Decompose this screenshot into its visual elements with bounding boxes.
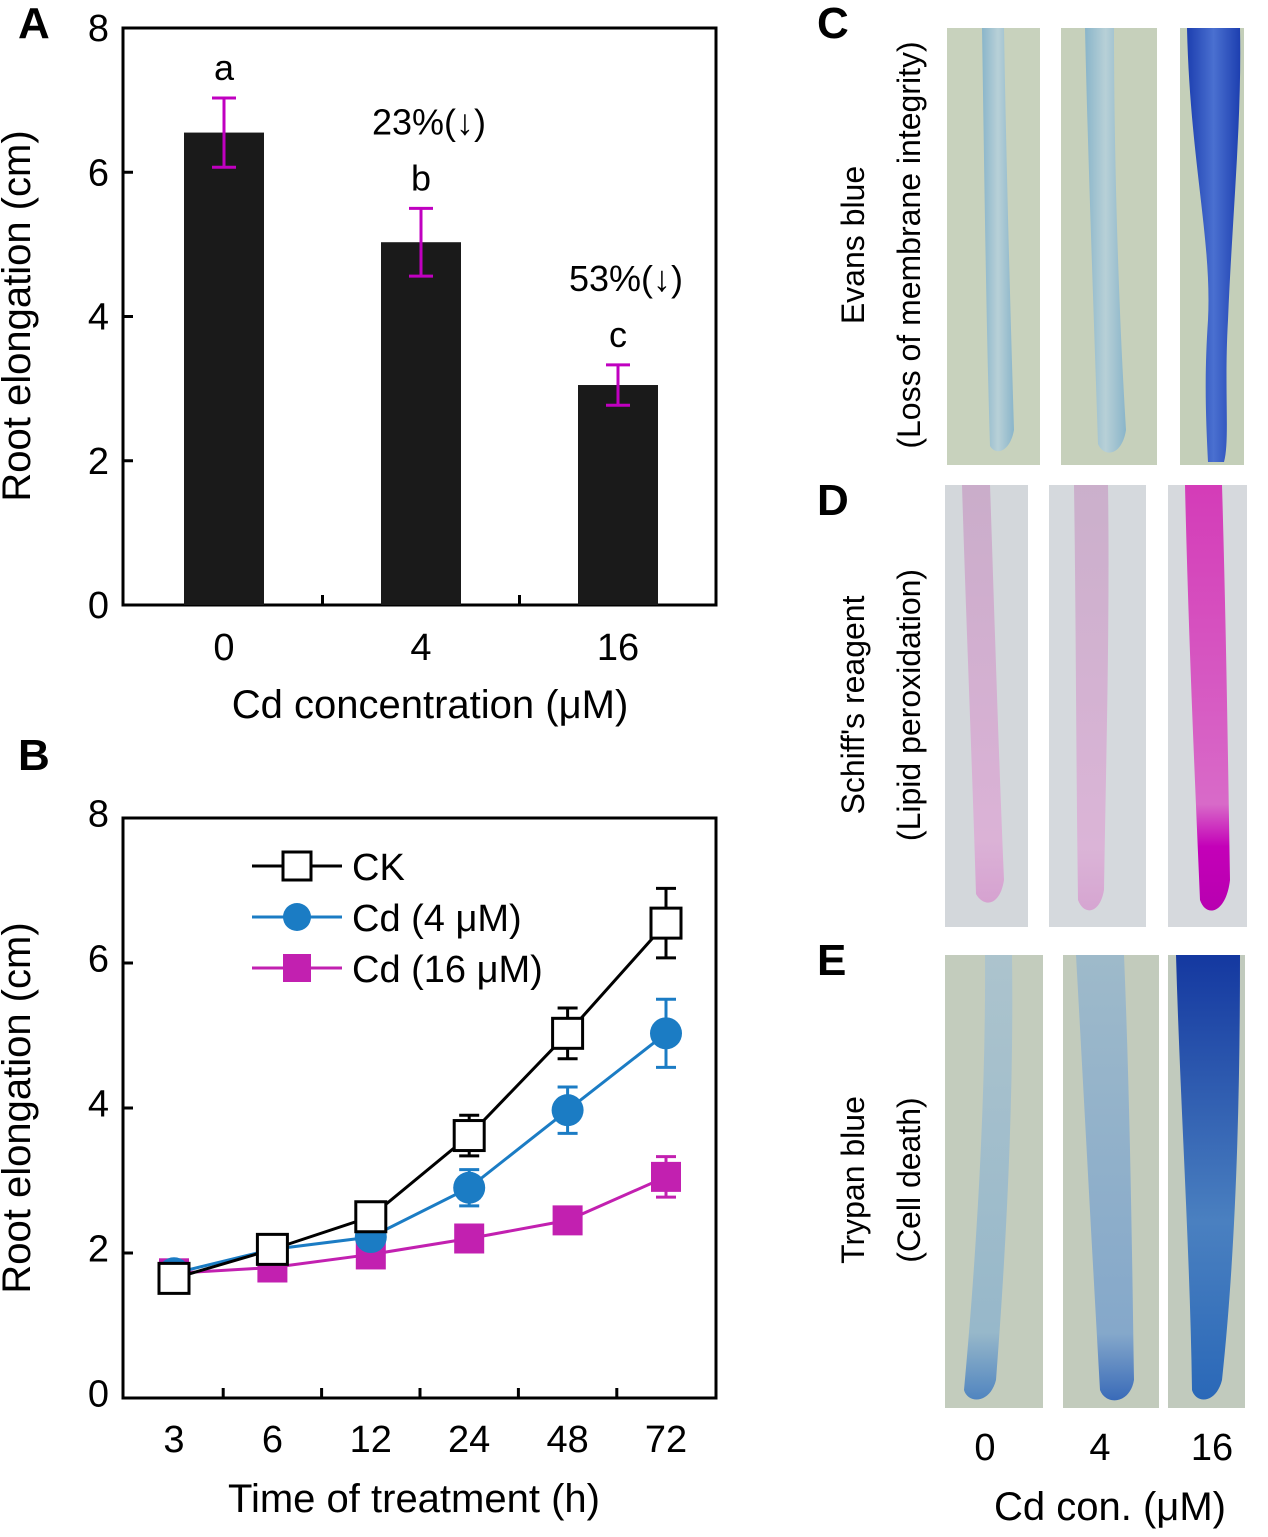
bar <box>381 242 461 605</box>
y-axis-b: 0 2 4 6 8 <box>88 794 133 1416</box>
legend-label-cd4: Cd (4 μM) <box>352 898 522 940</box>
y-tick-label-a: 2 <box>88 441 109 483</box>
x-tick-label-a: 0 <box>213 627 234 669</box>
data-point <box>551 1094 584 1127</box>
bars-a: a b 23%(↓) c 53%(↓) <box>184 47 683 606</box>
label-c-line1: Evans blue <box>835 166 871 324</box>
micrograph-d-4 <box>1049 485 1146 927</box>
xlabel-b: Time of treatment (h) <box>228 1477 600 1521</box>
y-tick-label-a: 4 <box>88 297 109 339</box>
error-bar <box>212 96 236 169</box>
panel-letter-e: E <box>817 936 846 985</box>
panel-letter-b: B <box>18 731 50 780</box>
micrograph-x-axis: 0 4 16 Cd con. (μM) <box>974 1427 1233 1529</box>
micrograph-xlabel: Cd con. (μM) <box>994 1485 1226 1529</box>
micrograph-x-label-4: 4 <box>1089 1427 1110 1469</box>
data-point <box>552 1205 583 1236</box>
ylabel-a: Root elongation (cm) <box>0 130 39 501</box>
legend-marker-ck <box>281 850 313 882</box>
xlabel-a: Cd concentration (μM) <box>232 683 629 727</box>
panel-e: E Trypan blue (Cell death) <box>817 936 1245 1408</box>
legend-label-cd16: Cd (16 μM) <box>352 949 543 991</box>
data-point <box>651 1161 681 1192</box>
micrograph-c-16 <box>1180 28 1244 465</box>
micrograph-e-0 <box>945 955 1043 1408</box>
label-c-line2: (Loss of membrane integrity) <box>891 41 927 448</box>
micrograph-x-label-0: 0 <box>974 1427 995 1469</box>
y-tick-label-b: 8 <box>88 794 109 836</box>
micrograph-e-16 <box>1168 955 1245 1408</box>
micrograph-d-0 <box>945 485 1028 927</box>
y-tick-label-b: 6 <box>88 939 109 981</box>
y-tick-label-b: 2 <box>88 1229 109 1271</box>
panel-a: A 0 2 4 6 8 0 4 16 a b 23%(↓) c 53%(↓) Root elonga… <box>0 0 718 727</box>
y-axis-a: 0 2 4 6 8 <box>88 8 133 627</box>
label-d-line1: Schiff's reagent <box>835 595 871 814</box>
data-point <box>255 1232 289 1266</box>
series-b <box>157 888 683 1295</box>
x-tick-label-b: 48 <box>546 1419 588 1461</box>
panel-d: D Schiff's reagent (Lipid peroxidation) <box>817 476 1247 927</box>
data-point <box>649 906 683 940</box>
data-point <box>354 1200 388 1234</box>
data-point <box>157 1261 191 1295</box>
x-tick-label-b: 72 <box>645 1419 687 1461</box>
legend-label-ck: CK <box>352 847 405 889</box>
y-tick-label-b: 0 <box>88 1374 109 1416</box>
x-tick-label-b: 12 <box>350 1419 392 1461</box>
micrograph-d-16 <box>1168 485 1247 927</box>
y-tick-label-a: 8 <box>88 8 109 50</box>
percent-reduction-label: 53%(↓) <box>569 258 683 299</box>
panel-letter-c: C <box>817 0 849 48</box>
y-tick-label-a: 0 <box>88 585 109 627</box>
percent-reduction-label: 23%(↓) <box>372 101 486 142</box>
significance-letter: a <box>214 47 235 88</box>
x-tick-label-b: 6 <box>262 1419 283 1461</box>
micrograph-x-label-16: 16 <box>1191 1427 1233 1469</box>
panel-letter-a: A <box>18 0 50 48</box>
data-point <box>453 1171 486 1204</box>
x-tick-label-b: 3 <box>163 1419 184 1461</box>
label-d-line2: (Lipid peroxidation) <box>891 569 927 841</box>
label-e-line1: Trypan blue <box>835 1096 871 1264</box>
x-tick-label-a: 16 <box>597 627 639 669</box>
x-tick-label-a: 4 <box>410 627 431 669</box>
x-axis-a: 0 4 16 <box>213 595 639 669</box>
y-tick-label-a: 6 <box>88 152 109 194</box>
micrograph-c-0 <box>947 28 1040 465</box>
data-point <box>452 1119 486 1153</box>
data-point <box>650 1017 682 1050</box>
series-0 <box>157 888 683 1295</box>
panel-letter-d: D <box>817 476 849 525</box>
micrograph-c-4 <box>1061 28 1157 465</box>
legend-marker-cd4 <box>283 903 311 931</box>
legend-marker-cd16 <box>283 954 311 982</box>
bar <box>184 132 264 606</box>
data-point <box>454 1223 485 1254</box>
data-point <box>551 1016 585 1050</box>
significance-letter: c <box>609 314 627 355</box>
x-tick-label-b: 24 <box>448 1419 490 1461</box>
micrograph-e-4 <box>1063 955 1159 1408</box>
significance-letter: b <box>411 157 431 198</box>
x-axis-b: 3 6 12 24 48 72 <box>163 1388 687 1461</box>
ylabel-b: Root elongation (cm) <box>0 922 39 1293</box>
legend-b: CK Cd (4 μM) Cd (16 μM) <box>252 847 543 991</box>
error-bar <box>409 206 433 278</box>
label-e-line2: (Cell death) <box>891 1097 927 1262</box>
bar <box>578 385 658 605</box>
panel-c: C Evans blue (Loss of membrane integrity… <box>817 0 1244 465</box>
error-bar <box>606 363 630 407</box>
y-tick-label-b: 4 <box>88 1084 109 1126</box>
